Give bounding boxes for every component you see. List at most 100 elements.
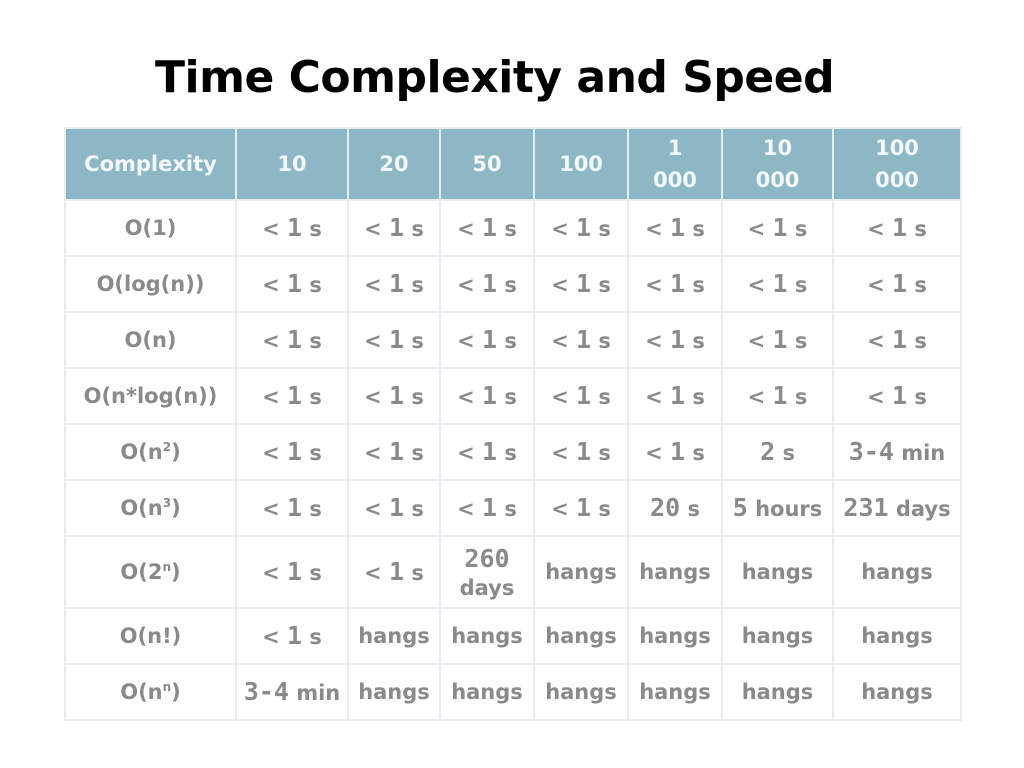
table-row: O(1) < 1 s < 1 s < 1 s < 1 s < 1 s < 1 s < 1 s <box>64 199 962 257</box>
table-cell: < 1 s <box>439 479 535 537</box>
cell-text: < 1 s <box>645 269 705 299</box>
header-size: 20 <box>347 127 441 201</box>
header-row: Complexity 10 20 50 100 1 000 10 000 100 00… <box>64 127 962 201</box>
cell-text: hangs <box>451 623 523 648</box>
row-label: O(n) <box>64 311 237 369</box>
table-cell: 3-4 min <box>235 663 349 721</box>
cell-text: < 1 s <box>262 493 322 523</box>
header-size: 1 000 <box>627 127 723 201</box>
table-cell: < 1 s <box>235 423 349 481</box>
cell-text: hangs <box>861 679 933 704</box>
table-cell: hangs <box>347 663 441 721</box>
table-cell: < 1 s <box>235 255 349 313</box>
table-row: O(n!) < 1 s hangs hangs hangs hangs hangs hangs <box>64 607 962 665</box>
cell-text: hangs <box>741 679 814 704</box>
cell-text: hangs <box>861 623 933 648</box>
table-cell: < 1 s <box>347 199 441 257</box>
table-cell: hangs <box>721 663 834 721</box>
cell-text: hangs <box>639 623 711 648</box>
cell-text: < 1 s <box>457 437 517 467</box>
table-row: O(n2) < 1 s < 1 s < 1 s < 1 s < 1 s 2 s 3-4 min <box>64 423 962 481</box>
row-label: O(log(n)) <box>64 255 237 313</box>
cell-text: 231 days <box>843 493 951 523</box>
table-cell: hangs <box>439 607 535 665</box>
table-cell: < 1 s <box>347 255 441 313</box>
table-cell: 20 s <box>627 479 723 537</box>
cell-text: < 1 s <box>551 437 611 467</box>
table-cell: < 1 s <box>533 367 629 425</box>
table-cell: < 1 s <box>439 311 535 369</box>
table-cell: < 1 s <box>235 367 349 425</box>
table-cell: < 1 s <box>439 423 535 481</box>
table-cell: < 1 s <box>627 423 723 481</box>
cell-text: < 1 s <box>747 325 808 355</box>
cell-text: < 1 s <box>867 325 927 355</box>
cell-text: < 1 s <box>457 381 517 411</box>
cell-text: < 1 s <box>364 493 424 523</box>
cell-text: hangs <box>861 559 933 584</box>
table-cell: hangs <box>533 663 629 721</box>
cell-text: hangs <box>358 623 430 648</box>
header-size: 100 <box>533 127 629 201</box>
table-cell: < 1 s <box>832 255 962 313</box>
table-cell: hangs <box>721 535 834 609</box>
table-cell: < 1 s <box>832 199 962 257</box>
cell-text: < 1 s <box>867 381 927 411</box>
table-cell: < 1 s <box>347 367 441 425</box>
table-row: O(n) < 1 s < 1 s < 1 s < 1 s < 1 s < 1 s < 1 s <box>64 311 962 369</box>
cell-text: < 1 s <box>867 213 927 243</box>
header-size: 50 <box>439 127 535 201</box>
cell-text: < 1 s <box>364 437 424 467</box>
cell-text: < 1 s <box>551 325 611 355</box>
table-cell: < 1 s <box>832 311 962 369</box>
cell-text: hangs <box>451 679 523 704</box>
row-label: O(nn) <box>64 663 237 721</box>
cell-text: < 1 s <box>364 557 424 587</box>
cell-text: hangs <box>545 559 617 584</box>
table-row: O(2n) < 1 s < 1 s 260 days hangs hangs hangs han… <box>64 535 962 609</box>
cell-text: hangs <box>741 623 814 648</box>
table-cell: 3-4 min <box>832 423 962 481</box>
cell-text: < 1 s <box>262 381 322 411</box>
cell-text: < 1 s <box>551 493 611 523</box>
cell-text: < 1 s <box>867 269 927 299</box>
row-label: O(2n) <box>64 535 237 609</box>
table-cell: < 1 s <box>235 607 349 665</box>
cell-text: hangs <box>358 679 430 704</box>
table-cell: < 1 s <box>533 255 629 313</box>
cell-text: < 1 s <box>262 213 322 243</box>
table-row: O(n3) < 1 s < 1 s < 1 s < 1 s 20 s 5 hours 231 … <box>64 479 962 537</box>
cell-text: < 1 s <box>551 269 611 299</box>
table-row: O(n*log(n)) < 1 s < 1 s < 1 s < 1 s < 1 s < 1 … <box>64 367 962 425</box>
cell-text: < 1 s <box>551 381 611 411</box>
cell-text: 260 days <box>459 544 515 600</box>
table-cell: < 1 s <box>235 311 349 369</box>
cell-text: hangs <box>639 559 711 584</box>
table-cell: < 1 s <box>721 311 834 369</box>
table-cell: 2 s <box>721 423 834 481</box>
row-label: O(n!) <box>64 607 237 665</box>
table-cell: hangs <box>439 663 535 721</box>
cell-text: < 1 s <box>262 557 322 587</box>
table-cell: hangs <box>627 535 723 609</box>
table-cell: < 1 s <box>533 311 629 369</box>
cell-text: < 1 s <box>747 381 808 411</box>
cell-text: < 1 s <box>457 325 517 355</box>
cell-text: < 1 s <box>551 213 611 243</box>
table-cell: < 1 s <box>627 255 723 313</box>
cell-text: < 1 s <box>262 621 322 651</box>
cell-text: 5 hours <box>732 493 823 523</box>
cell-text: < 1 s <box>645 213 705 243</box>
cell-text: 20 s <box>650 493 700 523</box>
cell-text: < 1 s <box>457 493 517 523</box>
cell-text: 3-4 min <box>848 437 946 467</box>
cell-text: < 1 s <box>457 213 517 243</box>
table-cell: hangs <box>721 607 834 665</box>
table-cell: < 1 s <box>533 423 629 481</box>
table-cell: < 1 s <box>439 255 535 313</box>
complexity-table: Complexity 10 20 50 100 1 000 10 000 100 00… <box>64 127 962 721</box>
cell-text: hangs <box>639 679 711 704</box>
row-label: O(n*log(n)) <box>64 367 237 425</box>
header-size: 100 000 <box>832 127 962 201</box>
table-cell: 231 days <box>832 479 962 537</box>
